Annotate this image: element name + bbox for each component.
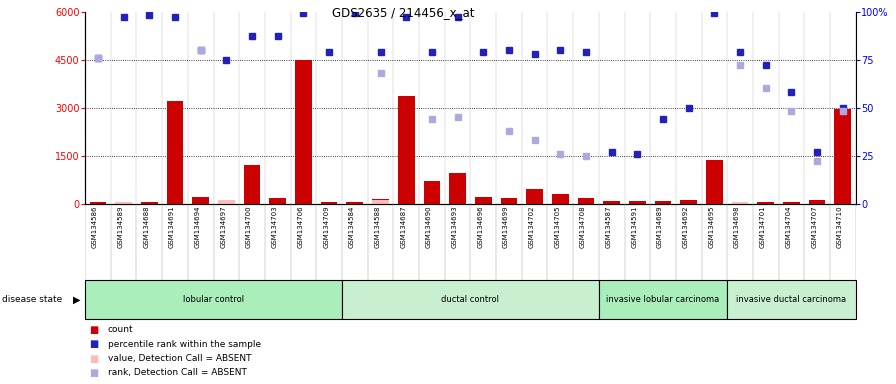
Text: GSM134709: GSM134709	[323, 206, 329, 248]
Bar	[655, 201, 671, 204]
Text: GSM134591: GSM134591	[632, 206, 637, 248]
Bar	[372, 200, 389, 204]
Text: GSM134588: GSM134588	[375, 206, 381, 248]
Text: GSM134702: GSM134702	[529, 206, 535, 248]
Bar	[629, 201, 646, 204]
Text: invasive lobular carcinoma: invasive lobular carcinoma	[607, 295, 719, 304]
Text: GSM134705: GSM134705	[555, 206, 560, 248]
Bar	[218, 200, 235, 204]
Text: GSM134700: GSM134700	[246, 206, 252, 248]
Text: GSM134706: GSM134706	[297, 206, 304, 248]
Bar	[90, 202, 107, 204]
Bar	[757, 202, 774, 204]
Text: GSM134693: GSM134693	[452, 206, 458, 248]
Text: GSM134697: GSM134697	[220, 206, 227, 248]
Text: invasive ductal carcinoma: invasive ductal carcinoma	[737, 295, 847, 304]
Bar	[116, 202, 132, 204]
Bar	[809, 200, 825, 204]
Bar	[167, 101, 184, 204]
Bar	[372, 199, 389, 204]
Text: GSM134708: GSM134708	[580, 206, 586, 248]
Text: ■: ■	[90, 368, 99, 378]
Text: GSM134690: GSM134690	[426, 206, 432, 248]
Text: GDS2635 / 214456_x_at: GDS2635 / 214456_x_at	[332, 6, 475, 19]
Text: GSM134694: GSM134694	[194, 206, 201, 248]
Bar	[834, 109, 851, 204]
FancyBboxPatch shape	[728, 280, 856, 319]
Text: GSM134698: GSM134698	[734, 206, 740, 248]
Text: count: count	[108, 325, 134, 334]
FancyBboxPatch shape	[342, 280, 599, 319]
Text: percentile rank within the sample: percentile rank within the sample	[108, 340, 261, 349]
Text: GSM134689: GSM134689	[657, 206, 663, 248]
Bar	[475, 197, 492, 204]
Bar	[270, 198, 286, 204]
Text: GSM134687: GSM134687	[401, 206, 406, 248]
Bar	[321, 202, 338, 204]
Bar	[398, 96, 415, 204]
Text: GSM134703: GSM134703	[271, 206, 278, 248]
Text: ductal control: ductal control	[442, 295, 499, 304]
Bar	[244, 165, 261, 204]
Text: lobular control: lobular control	[183, 295, 244, 304]
Text: GSM134691: GSM134691	[169, 206, 175, 248]
Text: ■: ■	[90, 354, 99, 364]
Bar	[449, 173, 466, 204]
Bar	[526, 189, 543, 204]
Text: disease state: disease state	[2, 295, 62, 304]
Text: GSM134692: GSM134692	[683, 206, 689, 248]
Bar	[706, 161, 723, 204]
Text: GSM134707: GSM134707	[811, 206, 817, 248]
Bar	[116, 202, 132, 204]
Bar	[218, 200, 235, 204]
FancyBboxPatch shape	[85, 280, 342, 319]
Bar	[424, 181, 440, 204]
Bar	[680, 200, 697, 204]
Text: GSM134701: GSM134701	[760, 206, 766, 248]
Bar	[783, 202, 800, 204]
Bar	[603, 201, 620, 204]
Bar	[578, 198, 594, 204]
Bar	[732, 202, 748, 204]
Bar	[501, 199, 517, 204]
Text: GSM134710: GSM134710	[837, 206, 843, 248]
Bar	[141, 202, 158, 204]
Bar	[347, 202, 363, 204]
Text: GSM134584: GSM134584	[349, 206, 355, 248]
Text: ■: ■	[90, 325, 99, 335]
Text: ▶: ▶	[73, 295, 81, 305]
Text: value, Detection Call = ABSENT: value, Detection Call = ABSENT	[108, 354, 251, 363]
Text: GSM134695: GSM134695	[709, 206, 714, 248]
Text: GSM134586: GSM134586	[92, 206, 98, 248]
Text: GSM134696: GSM134696	[478, 206, 483, 248]
Text: GSM134699: GSM134699	[503, 206, 509, 248]
Text: GSM134587: GSM134587	[606, 206, 612, 248]
Text: GSM134589: GSM134589	[117, 206, 124, 248]
Bar	[552, 194, 569, 204]
Bar	[732, 202, 748, 204]
Text: GSM134704: GSM134704	[786, 206, 791, 248]
Text: GSM134688: GSM134688	[143, 206, 150, 248]
Bar	[295, 60, 312, 204]
FancyBboxPatch shape	[599, 280, 728, 319]
Bar	[193, 197, 209, 204]
Text: ■: ■	[90, 339, 99, 349]
Text: rank, Detection Call = ABSENT: rank, Detection Call = ABSENT	[108, 369, 246, 377]
